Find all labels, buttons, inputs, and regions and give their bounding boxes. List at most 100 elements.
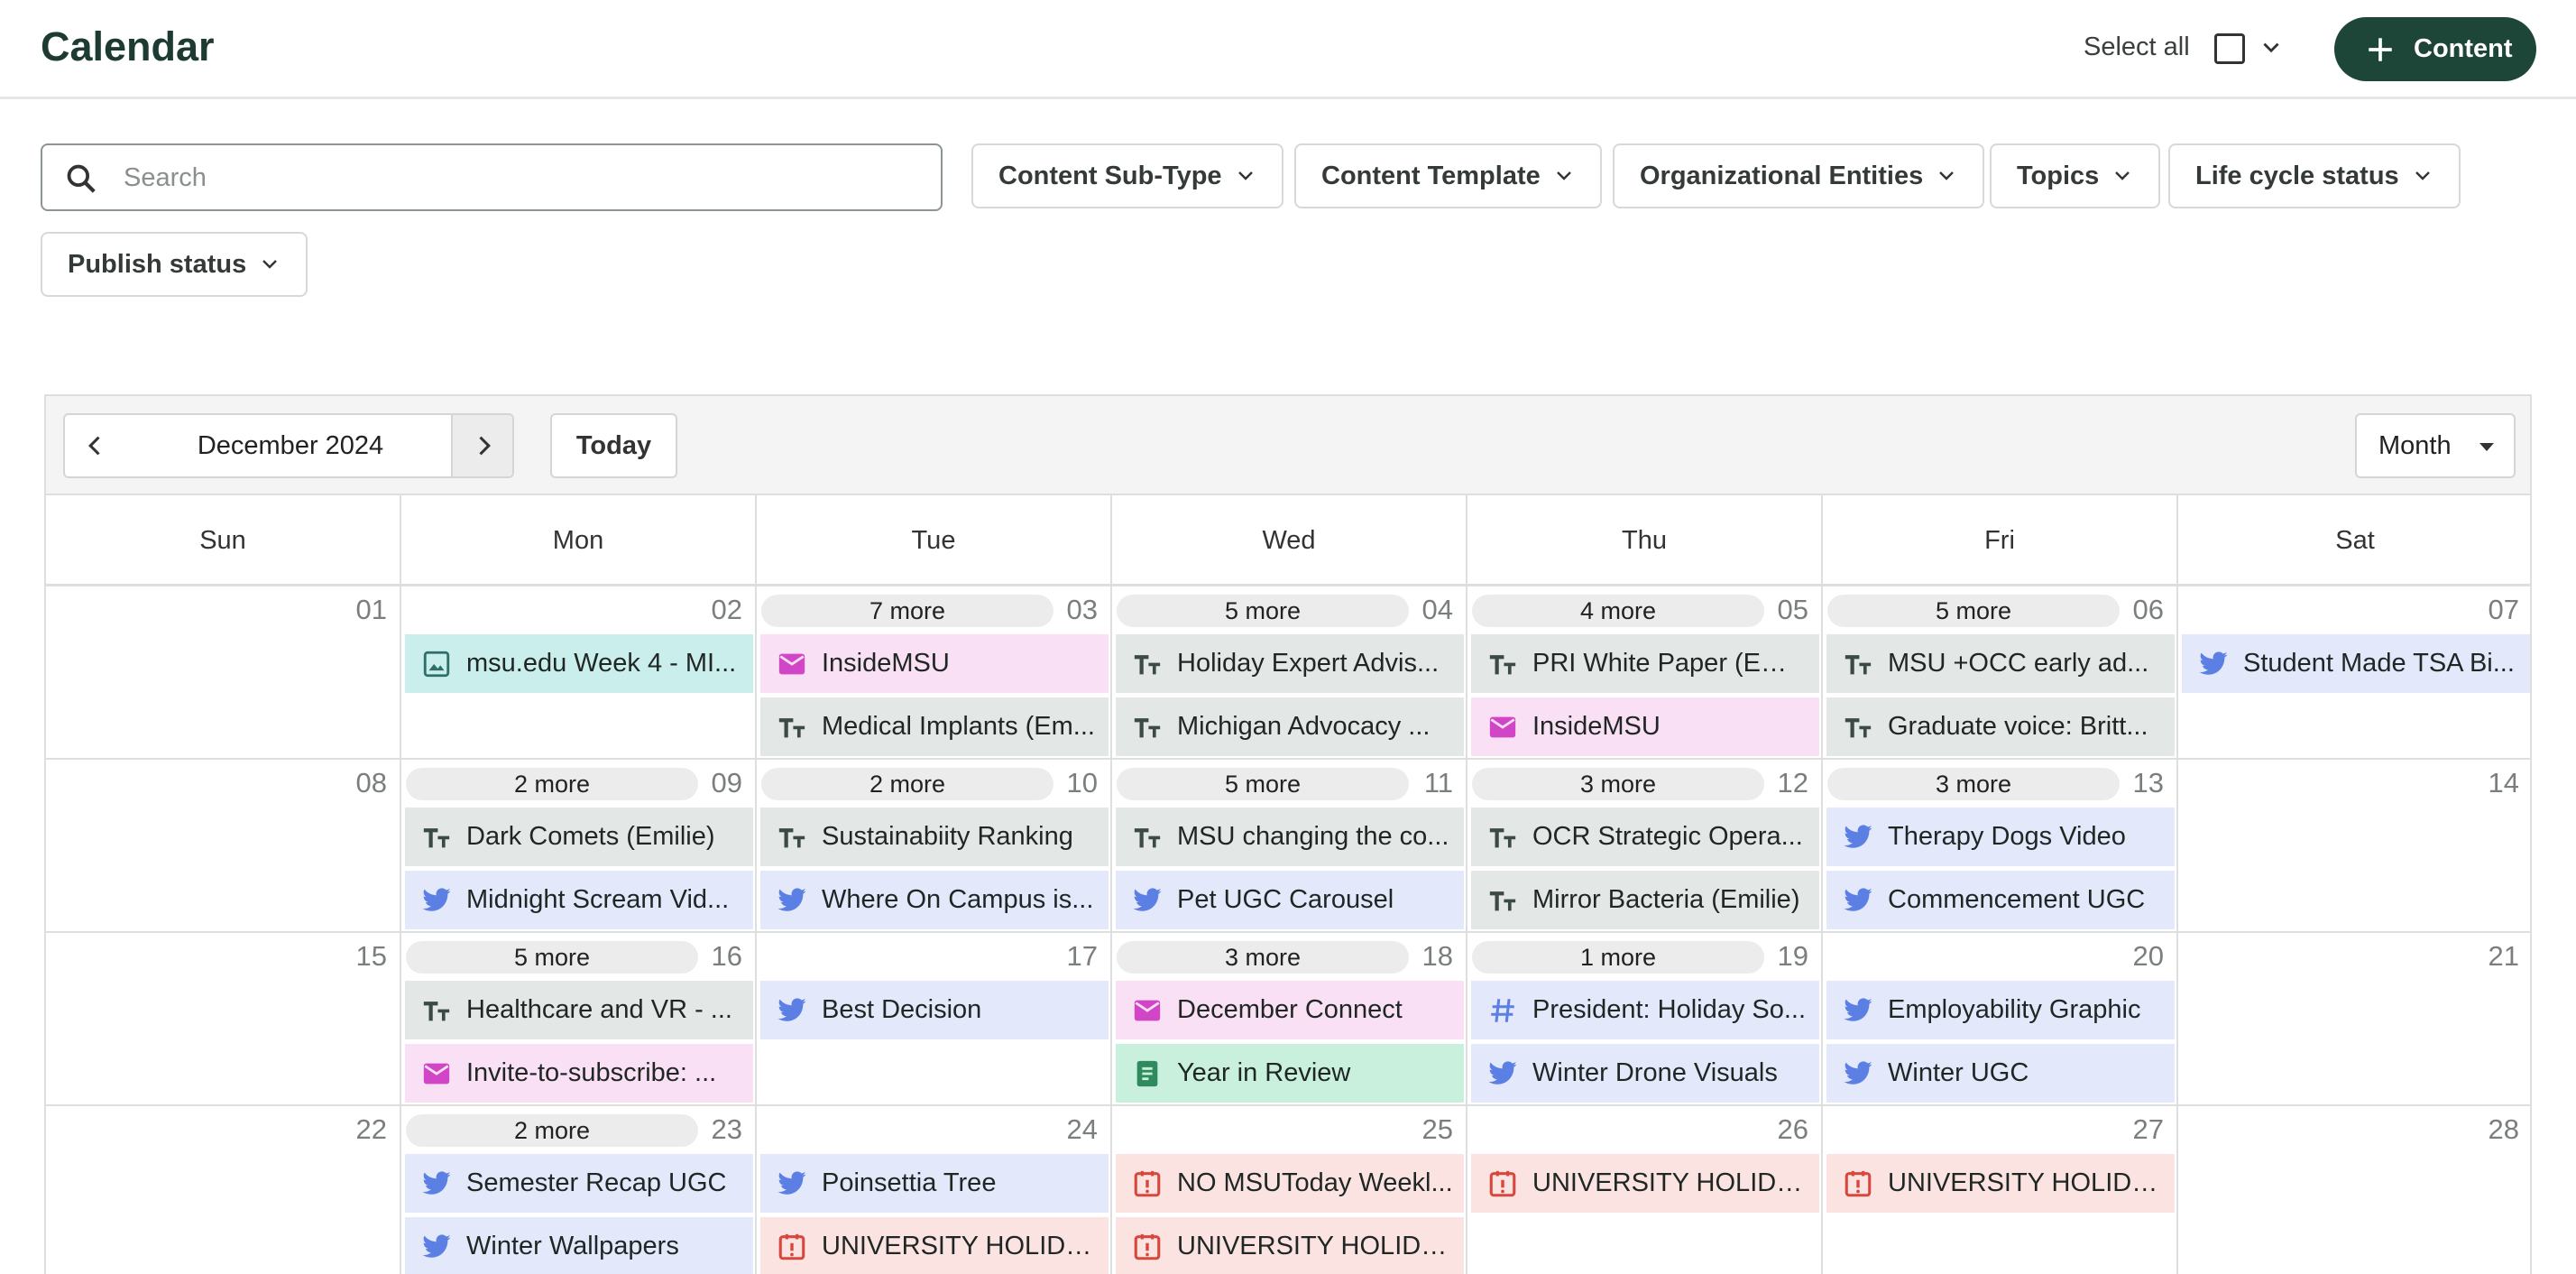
next-month-button[interactable] [451, 415, 512, 476]
text-format-icon [421, 995, 452, 1026]
day-cell[interactable]: 12 3 more OCR Strategic Opera... Mirror Bac… [1467, 760, 1823, 933]
more-events-link[interactable]: 2 more [406, 768, 698, 800]
day-cell[interactable]: 09 2 more Dark Comets (Emilie) Midnight Scr… [401, 760, 757, 933]
day-cell[interactable]: 18 3 more December Connect Year in Review [1112, 933, 1467, 1106]
calendar-event[interactable]: Employability Graphic [1826, 981, 2175, 1039]
more-events-link[interactable]: 5 more [1117, 768, 1409, 800]
calendar-event[interactable]: Dark Comets (Emilie) [405, 808, 753, 866]
more-events-link[interactable]: 3 more [1472, 768, 1764, 800]
day-cell[interactable]: 10 2 more Sustainabiity Ranking Where On Ca… [757, 760, 1112, 933]
calendar-event[interactable]: UNIVERSITY HOLIDAY [1826, 1154, 2175, 1213]
day-cell[interactable]: 21 [2178, 933, 2530, 1106]
calendar-event[interactable]: MSU changing the co... [1116, 808, 1464, 866]
add-content-label: Content [2414, 34, 2513, 63]
day-cell[interactable]: 14 [2178, 760, 2530, 933]
calendar-event[interactable]: Medical Implants (Em... [760, 697, 1109, 756]
calendar-event[interactable]: Winter Drone Visuals [1471, 1044, 1819, 1103]
day-cell[interactable]: 02 msu.edu Week 4 - MI... [401, 586, 757, 760]
day-number: 18 [1421, 940, 1453, 972]
calendar-event[interactable]: UNIVERSITY HOLIDAY [1471, 1154, 1819, 1213]
calendar-event[interactable]: Where On Campus is... [760, 871, 1109, 929]
day-cell[interactable]: 07 Student Made TSA Bi... [2178, 586, 2530, 760]
day-cell[interactable]: 16 5 more Healthcare and VR - ... Invite-to… [401, 933, 757, 1106]
filter-life-cycle-status[interactable]: Life cycle status [2168, 143, 2461, 208]
weekday-sun: Sun [46, 495, 401, 586]
more-events-link[interactable]: 7 more [761, 595, 1053, 627]
calendar-event[interactable]: President: Holiday So... [1471, 981, 1819, 1039]
calendar-event[interactable]: Mirror Bacteria (Emilie) [1471, 871, 1819, 929]
day-cell[interactable]: 08 [46, 760, 401, 933]
calendar-event[interactable]: PRI White Paper (Emi... [1471, 634, 1819, 693]
day-number: 27 [2132, 1113, 2164, 1145]
day-cell[interactable]: 06 5 more MSU +OCC early ad... Graduate voi… [1823, 586, 2178, 760]
calendar-event[interactable]: Midnight Scream Vid... [405, 871, 753, 929]
calendar-event[interactable]: Semester Recap UGC [405, 1154, 753, 1213]
calendar-event[interactable]: Year in Review [1116, 1044, 1464, 1103]
calendar-event[interactable]: Winter Wallpapers [405, 1217, 753, 1274]
filter-publish-status[interactable]: Publish status [41, 232, 308, 297]
calendar-event[interactable]: Invite-to-subscribe: ... [405, 1044, 753, 1103]
calendar-event[interactable]: Pet UGC Carousel [1116, 871, 1464, 929]
more-events-link[interactable]: 3 more [1827, 768, 2120, 800]
day-cell[interactable]: 27 UNIVERSITY HOLIDAY [1823, 1106, 2178, 1274]
calendar-event[interactable]: Commencement UGC [1826, 871, 2175, 929]
day-cell[interactable]: 13 3 more Therapy Dogs Video Commencement U… [1823, 760, 2178, 933]
calendar-event[interactable]: Therapy Dogs Video [1826, 808, 2175, 866]
day-cell[interactable]: 15 [46, 933, 401, 1106]
day-cell[interactable]: 01 [46, 586, 401, 760]
calendar-event[interactable]: msu.edu Week 4 - MI... [405, 634, 753, 693]
day-cell[interactable]: 25 NO MSUToday Weekl... UNIVERSITY HOLIDAY [1112, 1106, 1467, 1274]
more-events-link[interactable]: 1 more [1472, 941, 1764, 974]
day-cell[interactable]: 05 4 more PRI White Paper (Emi... InsideMSU [1467, 586, 1823, 760]
calendar-event[interactable]: UNIVERSITY HOLIDAY [1116, 1217, 1464, 1274]
day-number: 09 [711, 767, 742, 799]
chevron-down-icon[interactable] [2259, 36, 2283, 60]
more-events-link[interactable]: 4 more [1472, 595, 1764, 627]
day-cell[interactable]: 28 [2178, 1106, 2530, 1274]
day-cell[interactable]: 26 UNIVERSITY HOLIDAY [1467, 1106, 1823, 1274]
calendar-event[interactable]: Winter UGC [1826, 1044, 2175, 1103]
add-content-button[interactable]: Content [2334, 17, 2536, 81]
select-all-checkbox[interactable] [2214, 33, 2245, 64]
calendar-event[interactable]: InsideMSU [1471, 697, 1819, 756]
calendar-event[interactable]: Graduate voice: Britt... [1826, 697, 2175, 756]
day-cell[interactable]: 17 Best Decision [757, 933, 1112, 1106]
more-events-link[interactable]: 2 more [761, 768, 1053, 800]
more-events-link[interactable]: 5 more [1117, 595, 1409, 627]
calendar-event[interactable]: OCR Strategic Opera... [1471, 808, 1819, 866]
calendar-event[interactable]: InsideMSU [760, 634, 1109, 693]
calendar-event[interactable]: Student Made TSA Bi... [2182, 634, 2530, 693]
more-events-link[interactable]: 2 more [406, 1114, 698, 1147]
today-button[interactable]: Today [550, 413, 677, 478]
filter-topics[interactable]: Topics [1990, 143, 2161, 208]
day-cell[interactable]: 19 1 more President: Holiday So... Winter D… [1467, 933, 1823, 1106]
calendar-event[interactable]: Healthcare and VR - ... [405, 981, 753, 1039]
calendar-event[interactable]: NO MSUToday Weekl... [1116, 1154, 1464, 1213]
search-box[interactable] [41, 143, 943, 211]
day-cell[interactable]: 24 Poinsettia Tree UNIVERSITY HOLIDAY [757, 1106, 1112, 1274]
chevron-down-icon [1556, 171, 1571, 180]
more-events-link[interactable]: 5 more [406, 941, 698, 974]
calendar-event[interactable]: Sustainabiity Ranking [760, 808, 1109, 866]
day-cell[interactable]: 03 7 more InsideMSU Medical Implants (Em... [757, 586, 1112, 760]
day-cell[interactable]: 11 5 more MSU changing the co... Pet UGC Ca… [1112, 760, 1467, 933]
calendar-event[interactable]: Best Decision [760, 981, 1109, 1039]
calendar-event[interactable]: Michigan Advocacy ... [1116, 697, 1464, 756]
view-mode-select[interactable]: Month [2355, 413, 2516, 478]
filter-organizational-entities[interactable]: Organizational Entities [1613, 143, 1985, 208]
day-cell[interactable]: 22 [46, 1106, 401, 1274]
calendar-event[interactable]: December Connect [1116, 981, 1464, 1039]
more-events-link[interactable]: 3 more [1117, 941, 1409, 974]
day-cell[interactable]: 04 5 more Holiday Expert Advis... Michigan … [1112, 586, 1467, 760]
calendar-event[interactable]: MSU +OCC early ad... [1826, 634, 2175, 693]
filter-content-template[interactable]: Content Template [1294, 143, 1602, 208]
day-cell[interactable]: 20 Employability Graphic Winter UGC [1823, 933, 2178, 1106]
search-input[interactable] [124, 158, 917, 198]
prev-month-button[interactable] [65, 415, 128, 476]
calendar-event[interactable]: Holiday Expert Advis... [1116, 634, 1464, 693]
day-cell[interactable]: 23 2 more Semester Recap UGC Winter Wallpap… [401, 1106, 757, 1274]
calendar-event[interactable]: Poinsettia Tree [760, 1154, 1109, 1213]
calendar-event[interactable]: UNIVERSITY HOLIDAY [760, 1217, 1109, 1274]
more-events-link[interactable]: 5 more [1827, 595, 2120, 627]
filter-content-sub-type[interactable]: Content Sub-Type [971, 143, 1283, 208]
